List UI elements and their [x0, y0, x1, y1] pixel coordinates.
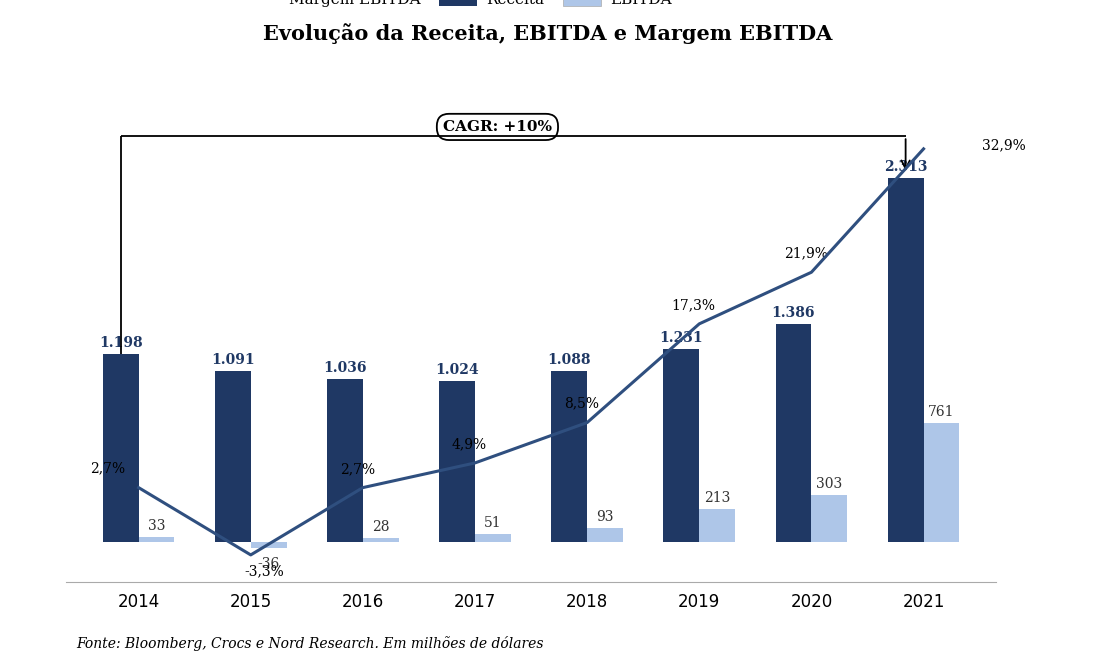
Text: -36: -36 [257, 557, 280, 570]
Bar [327, 379, 362, 542]
Text: 2,7%: 2,7% [339, 462, 374, 476]
Bar [103, 354, 139, 542]
Text: 1.091: 1.091 [211, 353, 255, 367]
Text: 1.036: 1.036 [323, 362, 367, 375]
Text: 51: 51 [484, 516, 502, 530]
Text: 28: 28 [372, 520, 390, 534]
Text: 1.386: 1.386 [772, 306, 816, 321]
Bar [811, 494, 848, 542]
Text: 21,9%: 21,9% [784, 247, 828, 260]
Bar [551, 371, 587, 542]
Bar [664, 348, 700, 542]
Bar [215, 371, 251, 542]
Text: 1.088: 1.088 [548, 353, 591, 367]
Text: 1.198: 1.198 [99, 336, 142, 350]
Text: Fonte: Bloomberg, Crocs e Nord Research. Em milhões de dólares: Fonte: Bloomberg, Crocs e Nord Research.… [77, 636, 544, 651]
Bar [139, 537, 174, 542]
Text: 303: 303 [816, 477, 842, 490]
Bar [362, 538, 399, 542]
Bar [587, 527, 623, 542]
Text: 93: 93 [597, 510, 614, 524]
Text: -3,3%: -3,3% [244, 564, 284, 578]
Bar [888, 178, 923, 542]
Bar [439, 381, 475, 542]
Legend: Margem EBITDA, Receita, EBITDA: Margem EBITDA, Receita, EBITDA [235, 0, 678, 13]
Bar [775, 324, 811, 542]
Bar [923, 422, 959, 542]
Bar [251, 542, 287, 548]
Text: 4,9%: 4,9% [452, 437, 487, 451]
Text: Evolução da Receita, EBITDA e Margem EBITDA: Evolução da Receita, EBITDA e Margem EBI… [263, 23, 832, 44]
Bar [700, 509, 735, 542]
Text: 1.024: 1.024 [435, 364, 479, 377]
Text: 2,7%: 2,7% [90, 461, 125, 475]
Text: 32,9%: 32,9% [982, 139, 1026, 153]
Text: 2.313: 2.313 [884, 161, 927, 175]
Text: CAGR: +10%: CAGR: +10% [443, 120, 552, 134]
Text: 1.231: 1.231 [659, 330, 703, 344]
Text: 213: 213 [704, 491, 730, 505]
Text: 761: 761 [929, 405, 955, 418]
Text: 8,5%: 8,5% [564, 397, 599, 410]
Text: 17,3%: 17,3% [671, 298, 716, 312]
Bar [475, 534, 511, 542]
Text: 33: 33 [148, 519, 165, 533]
